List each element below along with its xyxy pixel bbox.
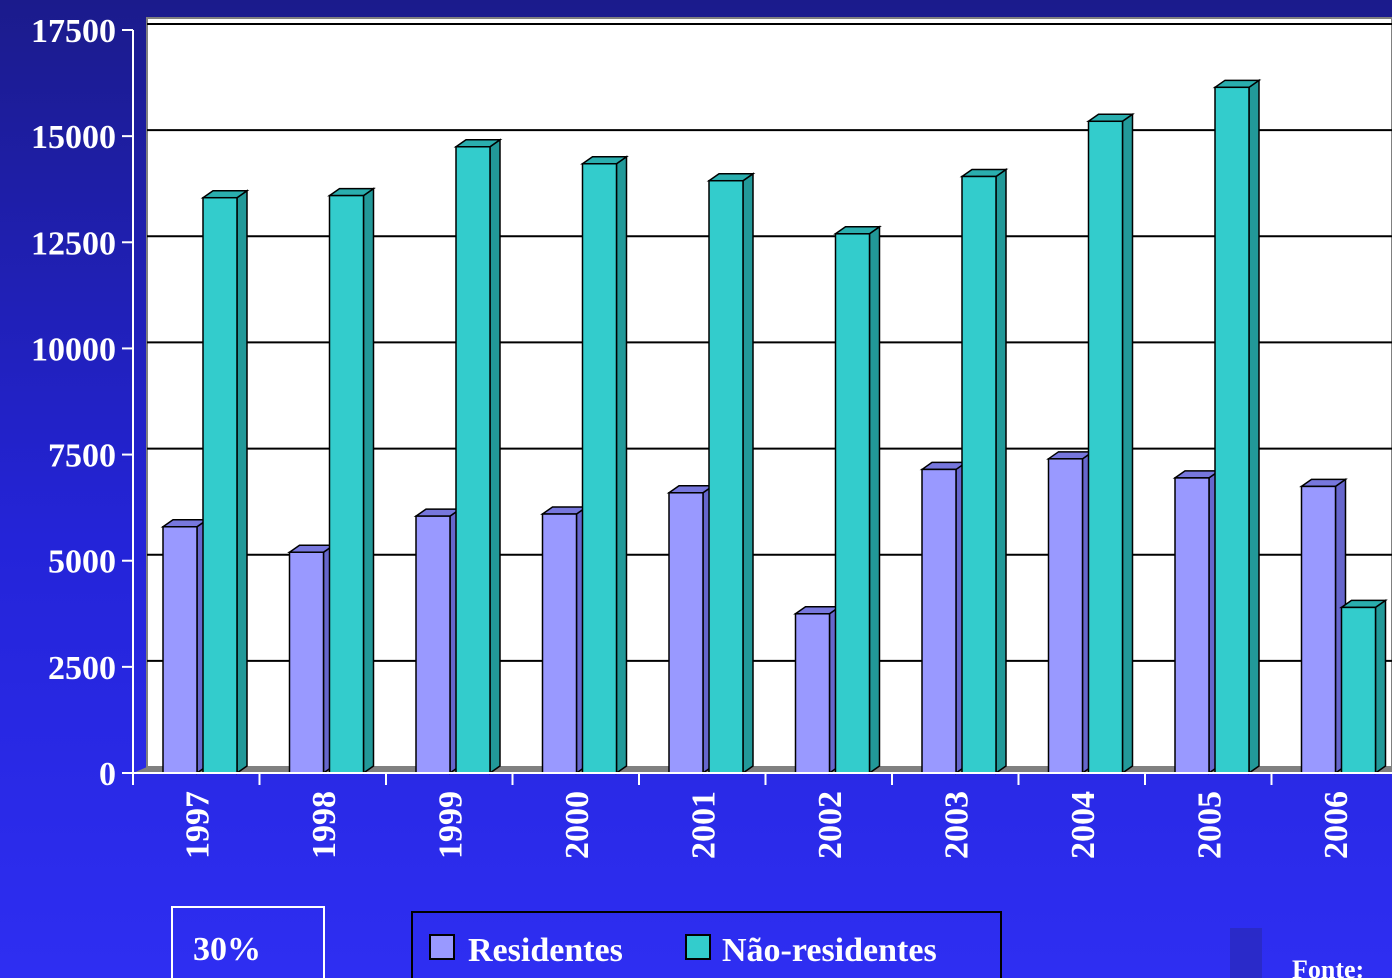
x-tick-labels: 1997 1998 1999 2000 2001 2002 2003 2004 2005 2006 [132, 773, 1355, 859]
x-tick-label: 2003 [938, 791, 975, 859]
x-tick-label: 2001 [685, 791, 722, 859]
legend-label-residentes: Residentes [468, 932, 623, 969]
legend-label-nao-residentes: Não-residentes [722, 932, 937, 969]
bar-nao-residentes-2003 [959, 168, 1009, 775]
bar-nao-residentes-2001 [706, 172, 756, 775]
bar-residentes-2006 [1299, 477, 1348, 775]
bar-nao-residentes-2002 [833, 225, 882, 775]
bar-nao-residentes-1997 [200, 189, 250, 775]
bar-residentes-2002 [793, 605, 842, 775]
y-tick-labels: 0 2500 5000 7500 10000 12500 15000 17500 [31, 13, 133, 793]
bar-nao-residentes-1999 [453, 138, 503, 775]
legend-swatch-nao-residentes [685, 934, 711, 960]
bar-residentes-1997 [160, 518, 210, 775]
y-tick-label: 12500 [31, 225, 116, 262]
percent-box-label: 30% [193, 931, 261, 968]
y-tick-label: 17500 [31, 13, 116, 50]
bar-residentes-1999 [413, 507, 463, 775]
x-tick-label: 1997 [179, 791, 216, 859]
x-tick-label: 1999 [432, 791, 469, 859]
bar-nao-residentes-2000 [580, 155, 629, 775]
percent-box: 30% [171, 906, 325, 978]
bar-nao-residentes-2004 [1086, 112, 1135, 775]
bar-residentes-2005 [1172, 469, 1222, 775]
x-tick-label: 2002 [812, 791, 849, 859]
x-tick-label: 2004 [1065, 791, 1102, 859]
bars [160, 78, 1388, 775]
bar-residentes-2001 [666, 484, 716, 775]
source-decoration [1230, 928, 1262, 978]
y-tick-label: 5000 [48, 544, 116, 581]
bar-nao-residentes-2006 [1339, 598, 1388, 775]
x-tick-label: 2000 [559, 791, 596, 859]
x-tick-label: 2006 [1318, 791, 1355, 859]
y-tick-label: 0 [99, 756, 116, 793]
y-tick-label: 7500 [48, 438, 116, 475]
legend: Residentes Não-residentes [411, 911, 1002, 978]
bar-residentes-2004 [1046, 450, 1095, 775]
bar-nao-residentes-2005 [1212, 78, 1262, 775]
y-tick-label: 2500 [48, 650, 116, 687]
bar-residentes-2000 [540, 505, 589, 775]
bar-nao-residentes-1998 [327, 187, 376, 775]
y-tick-label: 10000 [31, 331, 116, 368]
y-tick-label: 15000 [31, 119, 116, 156]
percent-box-frame [171, 906, 325, 978]
bar-residentes-2003 [919, 460, 969, 775]
x-tick-label: 2005 [1191, 791, 1228, 859]
source-label: Fonte: [1292, 955, 1364, 978]
x-tick-label: 1998 [306, 791, 343, 859]
bar-residentes-1998 [287, 543, 336, 775]
legend-frame [411, 911, 1002, 978]
legend-swatch-residentes [429, 934, 455, 960]
